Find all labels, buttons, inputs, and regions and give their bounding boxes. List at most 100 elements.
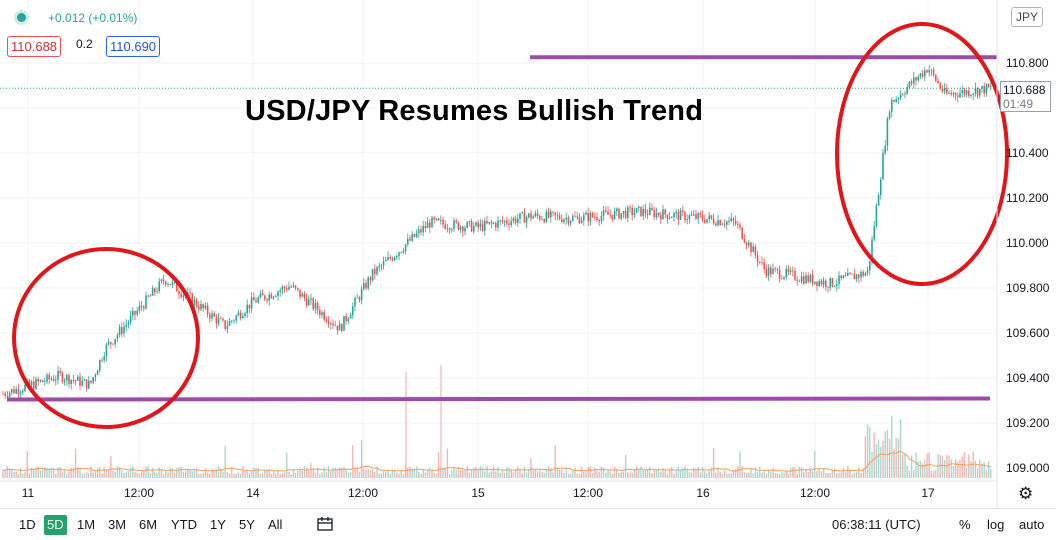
timeframe-5y[interactable]: 5Y: [239, 517, 255, 532]
candle-body: [550, 211, 552, 218]
buy-price-button[interactable]: 110.690: [106, 36, 161, 57]
timeframe-6m[interactable]: 6M: [139, 517, 158, 532]
auto-scale-toggle[interactable]: auto: [1019, 517, 1045, 532]
volume-bar: [321, 472, 323, 478]
candle-body: [594, 216, 596, 218]
price-chart[interactable]: 110.800110.600110.400110.200110.000109.8…: [0, 0, 1056, 508]
volume-bar: [561, 470, 563, 478]
volume-bar: [851, 473, 853, 478]
volume-bar: [233, 473, 235, 478]
x-axis-ticks: 11 12:00 14 12:00 15 12:00 16 12:00 17: [22, 486, 935, 500]
candle-body: [888, 112, 891, 119]
candle-body: [748, 242, 750, 246]
candle-body: [877, 195, 880, 206]
timeframe-1d[interactable]: 1D: [19, 517, 36, 532]
candle-body: [743, 238, 746, 243]
candle-body: [609, 214, 611, 216]
volume-bar: [521, 473, 523, 478]
candle-body: [477, 222, 479, 228]
volume-bar: [743, 472, 746, 478]
candle-body: [666, 214, 669, 219]
volume-bar: [970, 461, 972, 478]
volume-bar: [127, 471, 130, 478]
candle-body: [39, 380, 42, 382]
currency-badge[interactable]: JPY: [1011, 7, 1044, 27]
candle-body: [596, 217, 598, 221]
y-tick-label: 109.200: [1006, 416, 1050, 430]
gear-icon[interactable]: ⚙: [1018, 484, 1034, 503]
volume-bar: [774, 472, 776, 478]
candle-body: [697, 213, 699, 219]
candle-body: [803, 276, 805, 284]
volume-bar: [556, 467, 559, 478]
volume-bar: [294, 473, 297, 478]
candle-body: [910, 81, 913, 84]
volume-bar: [706, 473, 708, 478]
candle-body: [963, 89, 966, 95]
timeframe-5d[interactable]: 5D: [44, 515, 67, 535]
candle-body: [330, 323, 332, 325]
volume-bar: [316, 467, 319, 478]
volume-bar: [121, 470, 123, 478]
volume-bar: [275, 473, 277, 478]
volume-bar: [567, 473, 570, 478]
y-tick-label: 110.000: [1006, 236, 1049, 250]
timeframe-1y[interactable]: 1Y: [210, 517, 226, 532]
volume-bar: [204, 468, 207, 478]
candle-body: [180, 294, 182, 298]
log-scale-toggle[interactable]: log: [987, 517, 1005, 532]
candle-body: [629, 207, 631, 209]
volume-bar: [437, 451, 440, 478]
candle-body: [574, 216, 576, 218]
candle-body: [200, 304, 202, 310]
candle-body: [358, 297, 361, 300]
volume-bar: [578, 473, 581, 478]
candle-body: [475, 222, 477, 226]
candle-body: [167, 284, 169, 285]
sell-price-button[interactable]: 110.688: [7, 36, 62, 57]
volume-bar: [66, 473, 68, 478]
volume-bar: [616, 469, 618, 478]
candle-body: [860, 272, 862, 278]
candle-body: [96, 370, 99, 375]
candle-body: [193, 299, 196, 306]
candle-body: [715, 223, 717, 226]
volume-bar: [620, 471, 622, 478]
volume-bar: [961, 456, 963, 478]
percent-scale-toggle[interactable]: %: [959, 517, 971, 532]
compare-range-icon[interactable]: [316, 515, 334, 533]
candle-body: [567, 217, 570, 224]
volume-bar: [666, 473, 669, 478]
candle-body: [286, 288, 288, 290]
x-tick-label: 12:00: [800, 486, 830, 500]
candle-body: [466, 222, 468, 228]
volume-bar: [363, 467, 365, 478]
volume-bar: [6, 466, 9, 478]
volume-bar: [545, 469, 548, 478]
volume-bar: [745, 472, 748, 478]
candle-body: [965, 90, 968, 95]
candle-body: [941, 88, 944, 92]
timeframe-ytd[interactable]: YTD: [171, 517, 197, 532]
volume-bar: [829, 472, 831, 478]
candle-body: [61, 373, 64, 382]
candle-body: [400, 252, 402, 253]
timeframe-all[interactable]: All: [268, 517, 283, 532]
candle-body: [741, 227, 743, 239]
candle-body: [138, 305, 141, 311]
timeframe-1m[interactable]: 1M: [77, 517, 96, 532]
clock-time[interactable]: 06:38:11 (UTC): [832, 517, 921, 532]
volume-bar: [796, 473, 798, 478]
volume-bar: [759, 466, 761, 478]
candle-body: [822, 280, 825, 285]
volume-bar: [748, 472, 750, 478]
volume-bar: [178, 466, 180, 478]
timeframe-3m[interactable]: 3M: [108, 517, 127, 532]
volume-bar: [963, 452, 966, 478]
candle-body: [849, 272, 851, 274]
horizontal-gridlines: [0, 62, 997, 469]
candle-body: [363, 283, 365, 290]
candle-body: [352, 306, 354, 316]
candle-body: [257, 297, 259, 303]
candle-body: [587, 212, 589, 222]
